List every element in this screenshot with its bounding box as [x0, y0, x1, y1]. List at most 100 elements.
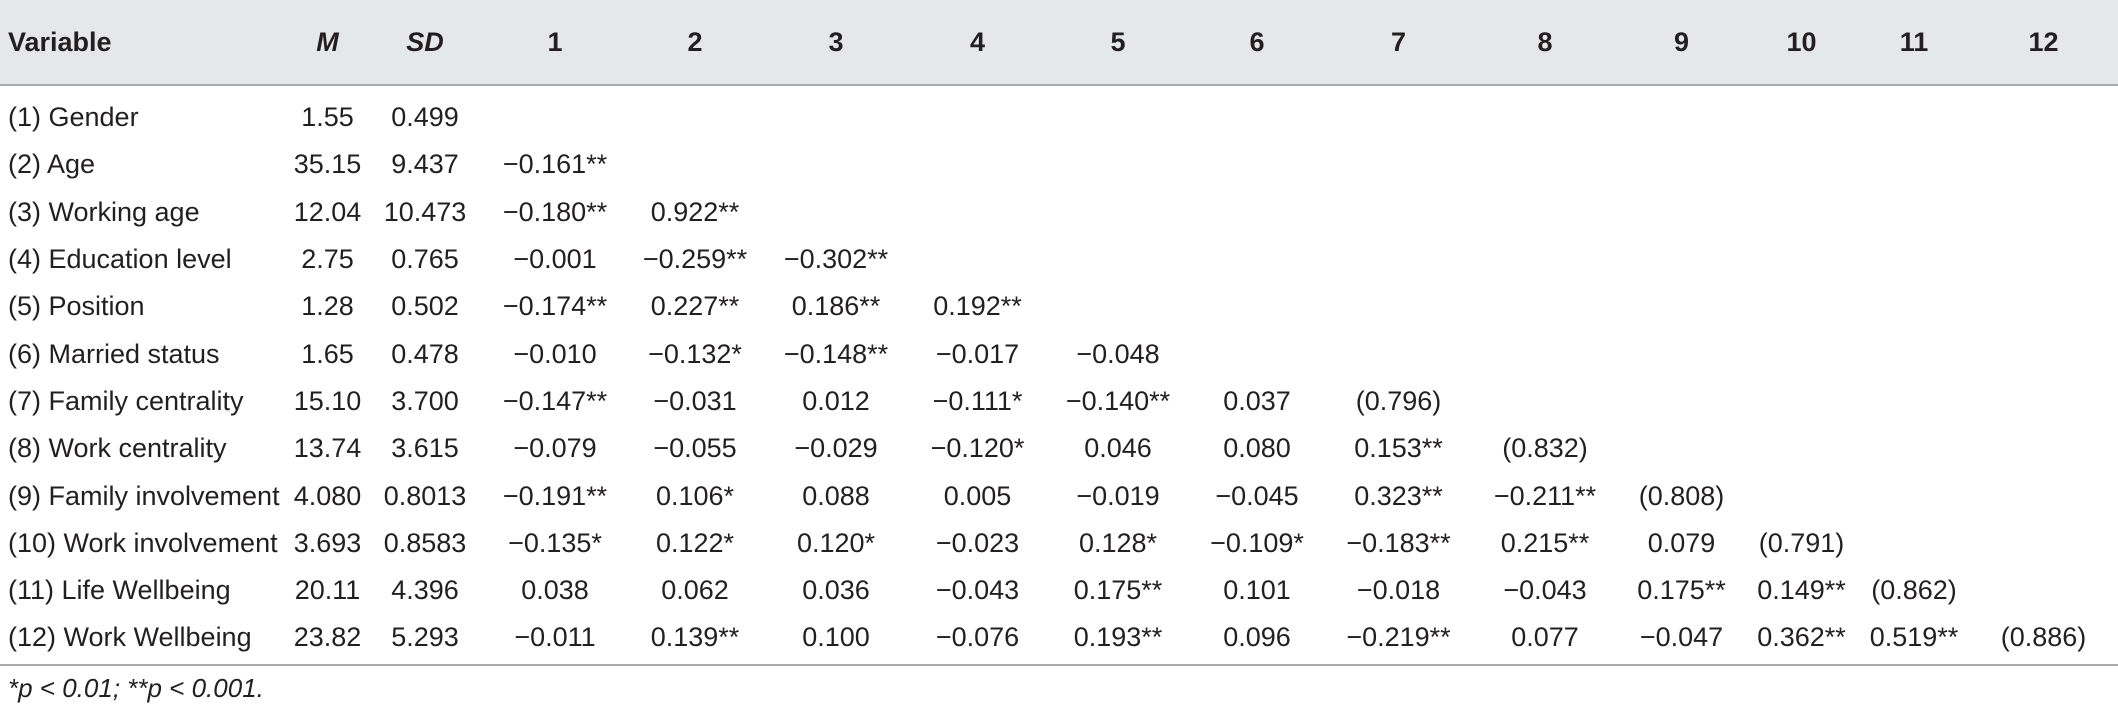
table-cell: −0.029	[794, 433, 878, 464]
table-cell	[1471, 236, 1619, 283]
table-cell: −0.183**	[1346, 527, 1451, 558]
table-cell: −0.259**	[642, 244, 748, 275]
header-cell: 8	[1537, 26, 1553, 57]
table-cell: 0.193**	[1073, 622, 1163, 653]
table-cell: −0.011	[514, 622, 596, 653]
variable-name-cell: (5) Position	[8, 291, 145, 322]
table-row: (2) Age 35.15 9.437 −0.161**	[0, 141, 2118, 188]
table-cell	[1619, 189, 1744, 236]
header-cell: 9	[1673, 26, 1690, 57]
table-cell	[1859, 378, 1969, 425]
table-cell: 2.75	[301, 244, 354, 275]
table-body: (1) Gender 1.55 0.499 (2) Age 35.15 9.437 −0.1…	[0, 84, 2118, 662]
table-cell	[1969, 236, 2118, 283]
table-cell: 15.10	[293, 385, 362, 416]
variable-name-cell: (12) Work Wellbeing	[8, 622, 252, 653]
table-cell	[1859, 472, 1969, 519]
table-cell: 0.215**	[1500, 527, 1590, 558]
table-cell: −0.180**	[502, 196, 608, 227]
table-cell: 0.186**	[791, 291, 881, 322]
variable-name-cell: (10) Work involvement	[8, 527, 278, 558]
variable-name-cell: (4) Education level	[8, 244, 232, 275]
table-cell	[1619, 378, 1744, 425]
table-cell	[1744, 283, 1859, 330]
table-cell: 0.175**	[1637, 575, 1726, 606]
header-row: Variable M SD 1 2 3 4 5 6 7 8 9 10 11 12	[0, 0, 2118, 84]
table-cell	[765, 141, 907, 188]
table-cell: 0.149**	[1757, 575, 1846, 606]
table-cell: 0.106*	[655, 480, 735, 511]
table-cell: −0.043	[1503, 575, 1587, 606]
table-cell: 0.062	[661, 575, 729, 606]
table-cell	[1744, 378, 1859, 425]
table-cell: (0.791)	[1758, 527, 1845, 558]
table-cell: 9.437	[391, 149, 459, 180]
table-cell: 0.012	[802, 385, 870, 416]
table-cell	[1188, 189, 1326, 236]
table-cell: 3.700	[391, 385, 459, 416]
table-cell	[1326, 84, 1471, 141]
variable-name-cell: (7) Family centrality	[8, 385, 244, 416]
table-row: (11) Life Wellbeing 20.11 4.396 0.038 0.062 0…	[0, 567, 2118, 614]
correlation-table: Variable M SD 1 2 3 4 5 6 7 8 9 10 11 12…	[0, 0, 2118, 662]
table-cell: −0.191**	[502, 480, 608, 511]
table-cell	[1188, 84, 1326, 141]
variable-name-cell: (2) Age	[8, 149, 96, 180]
table-cell	[1326, 141, 1471, 188]
table-row: (9) Family involvement 4.080 0.8013 −0.191*…	[0, 472, 2118, 519]
table-cell: 1.65	[301, 338, 354, 369]
table-cell	[1619, 425, 1744, 472]
table-cell: 0.502	[391, 291, 459, 322]
table-cell	[1859, 330, 1969, 377]
table-cell	[907, 236, 1048, 283]
table-cell: 4.396	[391, 575, 459, 606]
table-cell: 0.362**	[1757, 622, 1846, 653]
variable-name-cell: (1) Gender	[8, 102, 139, 133]
table-cell: (0.862)	[1871, 575, 1957, 606]
table-cell: 3.615	[391, 433, 459, 464]
header-cell: 1	[547, 26, 563, 57]
header-cell: 12	[2028, 26, 2059, 57]
table-cell: 0.122*	[655, 527, 735, 558]
table-cell: −0.017	[935, 338, 1020, 369]
table-cell	[1859, 84, 1969, 141]
table-cell: 20.11	[294, 575, 361, 606]
table-cell: 0.8583	[383, 527, 467, 558]
table-cell	[1969, 567, 2118, 614]
table-cell: (0.796)	[1355, 385, 1442, 416]
bottom-rule	[0, 664, 2118, 666]
table-cell	[1326, 283, 1471, 330]
table-cell	[1744, 425, 1859, 472]
table-cell: 0.038	[521, 575, 589, 606]
table-cell: 0.100	[802, 622, 870, 653]
table-cell	[1048, 189, 1188, 236]
table-cell: −0.109*	[1210, 527, 1304, 558]
table-cell	[907, 141, 1048, 188]
table-cell	[765, 189, 907, 236]
table-cell	[1744, 236, 1859, 283]
table-cell: 3.693	[293, 527, 362, 558]
table-cell	[1969, 189, 2118, 236]
header-cell: 5	[1110, 26, 1126, 57]
table-cell: −0.055	[653, 433, 737, 464]
table-cell	[625, 141, 765, 188]
table-cell	[1048, 236, 1188, 283]
table-cell	[765, 84, 907, 141]
variable-name-cell: (3) Working age	[8, 196, 200, 227]
table-cell: 0.088	[802, 480, 870, 511]
table-cell: 4.080	[293, 480, 362, 511]
header-band	[0, 0, 2118, 84]
table-cell	[1619, 84, 1744, 141]
table-cell: −0.047	[1639, 622, 1724, 653]
table-row: (12) Work Wellbeing 23.82 5.293 −0.011 0.139…	[0, 614, 2118, 661]
table-cell	[1471, 330, 1619, 377]
table-cell: −0.111*	[932, 385, 1023, 416]
table-cell: 0.922**	[650, 196, 740, 227]
table-cell	[485, 84, 625, 141]
table-cell: 35.15	[293, 149, 362, 180]
table-cell: −0.132*	[648, 338, 742, 369]
header-cell: 11	[1899, 26, 1929, 57]
table-cell: 0.101	[1223, 575, 1291, 606]
table-cell	[625, 84, 765, 141]
